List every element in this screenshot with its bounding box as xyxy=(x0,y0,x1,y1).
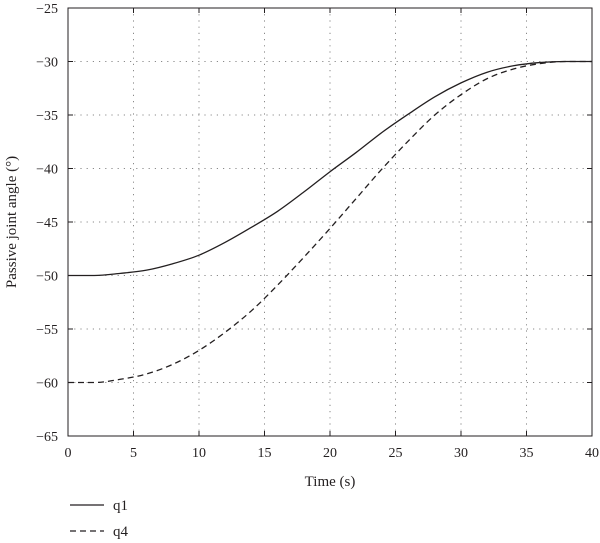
x-tick-label: 40 xyxy=(585,446,599,461)
y-tick-label: −40 xyxy=(36,163,58,178)
legend: q1 q4 xyxy=(70,498,129,540)
x-axis-label: Time (s) xyxy=(305,474,356,490)
series-line-q4 xyxy=(67,60,592,384)
y-tick-label: −35 xyxy=(36,109,58,124)
x-tick-label: 5 xyxy=(130,446,137,461)
legend-label-q4: q4 xyxy=(113,524,129,540)
y-tick-label: −45 xyxy=(36,216,58,231)
x-tick-label: 35 xyxy=(520,446,534,461)
x-tick-label: 20 xyxy=(323,446,337,461)
y-tick-label: −60 xyxy=(36,377,58,392)
y-axis-label: Passive joint angle (°) xyxy=(4,156,20,288)
y-tick-label: −65 xyxy=(36,430,58,445)
x-tick-label: 0 xyxy=(65,446,72,461)
y-tick-label: −50 xyxy=(36,270,58,285)
ticks: 0 5 10 15 20 25 30 35 40 −25 −30 −35 −40 −45 −50 −55 −60… xyxy=(36,2,599,461)
y-tick-label: −30 xyxy=(36,56,58,71)
x-tick-label: 25 xyxy=(389,446,403,461)
x-tick-label: 30 xyxy=(454,446,468,461)
series xyxy=(67,60,592,384)
plot-frame xyxy=(67,7,593,437)
x-tick-label: 10 xyxy=(192,446,206,461)
x-tick-label: 15 xyxy=(258,446,272,461)
legend-label-q1: q1 xyxy=(113,498,128,514)
y-tick-label: −25 xyxy=(36,2,58,17)
grid xyxy=(68,8,592,436)
series-line-q1 xyxy=(68,60,592,277)
y-tick-label: −55 xyxy=(36,323,58,338)
